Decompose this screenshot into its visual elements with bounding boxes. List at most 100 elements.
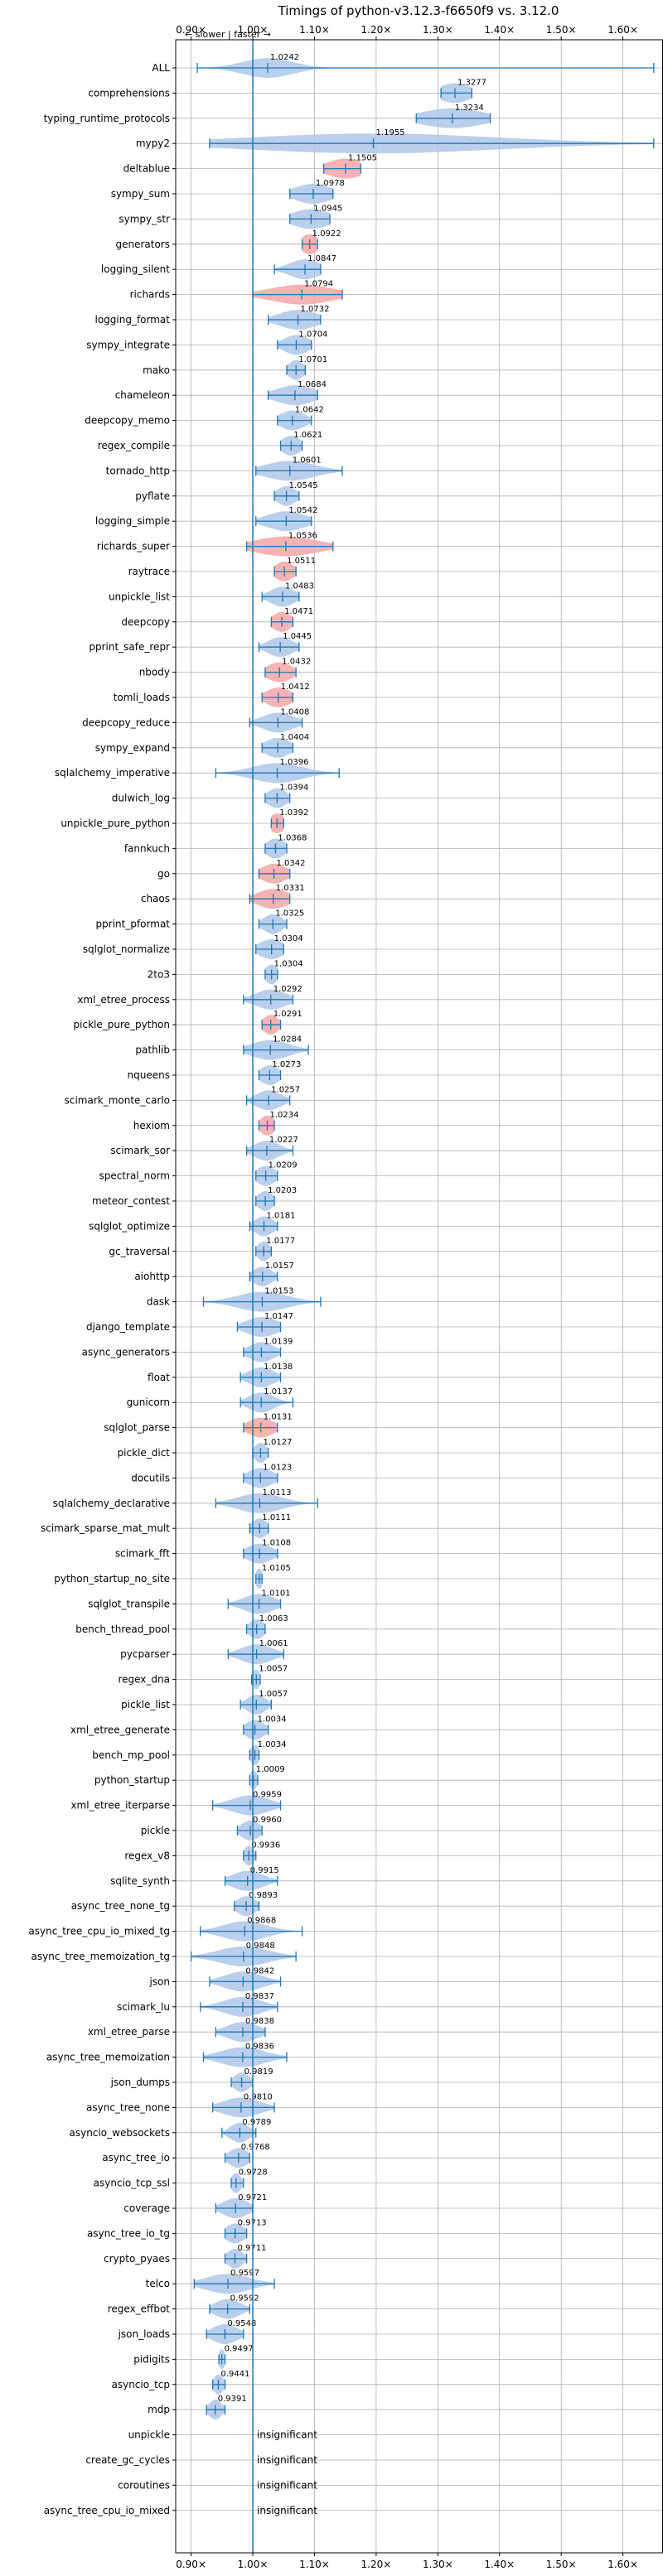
value-label: 0.9768 [241, 2143, 270, 2152]
value-label: 1.0704 [298, 330, 327, 339]
tick-label-bottom: 1.50× [546, 2559, 577, 2570]
value-label: 1.0701 [298, 355, 327, 364]
benchmark-label: sqlalchemy_declarative [53, 1498, 170, 1509]
benchmark-label: xml_etree_parse [88, 2026, 170, 2038]
insignificant-label: insignificant [257, 2454, 317, 2466]
tick-label-top: 1.60× [607, 24, 638, 36]
benchmark-label: crypto_pyaes [104, 2253, 170, 2265]
benchmark-label: ALL [152, 62, 170, 74]
value-label: 1.0057 [259, 1665, 288, 1674]
chart-title: Timings of python-v3.12.3-f6650f9 vs. 3.… [278, 3, 559, 18]
benchmark-label: coverage [123, 2202, 170, 2214]
value-label: 1.0847 [307, 254, 336, 263]
value-label: 1.0394 [279, 784, 308, 793]
value-label: 1.0257 [271, 1085, 300, 1094]
benchmark-label: pprint_safe_repr [89, 641, 170, 653]
benchmark-label: async_tree_io [102, 2152, 170, 2164]
value-label: 0.9915 [250, 1866, 279, 1875]
benchmark-label: pprint_pformat [96, 919, 171, 930]
value-label: 0.9391 [218, 2395, 247, 2404]
benchmark-label: richards_super [97, 541, 170, 552]
value-label: 1.1505 [348, 154, 377, 163]
benchmark-label: deltablue [123, 163, 170, 175]
benchmark-label: regex_effbot [108, 2303, 171, 2315]
value-label: 0.9868 [247, 1917, 276, 1926]
value-label: 1.0732 [301, 305, 330, 314]
benchmark-label: asyncio_tcp_ssl [94, 2178, 170, 2189]
benchmark-label: logging_format [94, 314, 170, 326]
value-label: 0.9960 [253, 1816, 282, 1825]
value-label: 0.9836 [245, 2043, 274, 2052]
benchmark-label: unpickle [128, 2429, 170, 2441]
value-label: 1.0483 [285, 581, 314, 591]
benchmark-label: pickle_pure_python [74, 1019, 170, 1030]
benchmark-label: xml_etree_iterparse [70, 1800, 170, 1811]
value-label: 1.0404 [280, 733, 309, 742]
value-label: 0.9842 [245, 1966, 274, 1975]
value-label: 1.3277 [457, 78, 486, 87]
tick-label-top: 1.40× [484, 24, 515, 36]
benchmark-label: comprehensions [88, 87, 170, 99]
benchmark-label: dulwich_log [112, 793, 170, 804]
benchmark-label: json [148, 1975, 170, 1987]
value-label: 1.0203 [268, 1186, 297, 1195]
benchmark-label: aiohttp [134, 1271, 170, 1282]
value-label: 1.0034 [258, 1740, 287, 1749]
benchmark-label: scimark_fft [115, 1548, 170, 1560]
benchmark-label: async_tree_cpu_io_mixed_tg [28, 1926, 170, 1937]
value-label: 1.0445 [283, 632, 312, 641]
insignificant-label: insignificant [257, 2429, 317, 2441]
value-label: 1.0101 [262, 1589, 291, 1598]
benchmark-label: sympy_expand [95, 742, 170, 754]
value-label: 0.9713 [238, 2218, 267, 2227]
value-label: 1.0108 [262, 1539, 291, 1548]
benchmark-label: pickle_dict [118, 1447, 171, 1459]
value-label: 1.0978 [316, 179, 345, 188]
benchmark-label: asyncio_websockets [70, 2127, 170, 2139]
value-label: 1.0273 [272, 1060, 301, 1069]
benchmark-label: sympy_integrate [86, 339, 170, 350]
value-label: 1.0157 [265, 1261, 294, 1271]
benchmark-label: deepcopy [121, 616, 170, 628]
value-label: 1.0542 [288, 506, 317, 515]
value-label: 1.0227 [269, 1136, 298, 1145]
benchmark-label: async_tree_io_tg [87, 2227, 170, 2239]
benchmark-label: nqueens [128, 1069, 170, 1081]
benchmark-label: pickle_list [121, 1699, 170, 1710]
benchmark-label: mdp [148, 2404, 170, 2415]
value-label: 1.0113 [262, 1488, 291, 1498]
tick-label-bottom: 1.20× [361, 2559, 392, 2570]
benchmark-label: regex_dna [118, 1674, 170, 1686]
value-label: 1.0511 [287, 557, 316, 566]
value-label: 1.0304 [274, 934, 303, 943]
benchmark-label: raytrace [128, 566, 170, 577]
benchmark-label: xml_etree_generate [70, 1724, 170, 1735]
benchmark-label: regex_v8 [124, 1850, 170, 1861]
benchmark-label: chaos [141, 893, 170, 904]
value-label: 0.9893 [249, 1891, 278, 1900]
benchmark-label: pyflate [135, 490, 170, 502]
value-label: 0.9789 [242, 2118, 271, 2127]
value-label: 0.9548 [227, 2319, 256, 2328]
benchmark-label: python_startup_no_site [54, 1573, 170, 1585]
value-label: 0.9441 [220, 2370, 249, 2379]
value-label: 1.0471 [284, 607, 313, 616]
benchmark-label: pidigits [133, 2353, 170, 2365]
benchmark-label: pycparser [120, 1648, 170, 1660]
benchmark-label: logging_simple [95, 515, 170, 527]
benchmark-label: spectral_norm [99, 1170, 170, 1182]
benchmark-label: pathlib [135, 1044, 170, 1056]
benchmark-label: dask [147, 1296, 170, 1308]
tick-label-bottom: 1.30× [423, 2559, 453, 2570]
tick-label-top: 1.00× [238, 24, 269, 36]
insignificant-label: insignificant [257, 2505, 317, 2516]
value-label: 1.0331 [276, 884, 305, 893]
benchmark-label: json_loads [118, 2328, 170, 2340]
benchmark-label: python_startup [94, 1774, 170, 1786]
value-label: 1.0034 [258, 1715, 287, 1724]
benchmark-label: sqlglot_transpile [88, 1598, 170, 1609]
benchmark-label: async_tree_memoization_tg [31, 1951, 170, 1962]
benchmark-label: sqlglot_parse [104, 1422, 170, 1434]
value-label: 1.0408 [280, 707, 309, 716]
value-label: 1.0922 [312, 229, 341, 239]
